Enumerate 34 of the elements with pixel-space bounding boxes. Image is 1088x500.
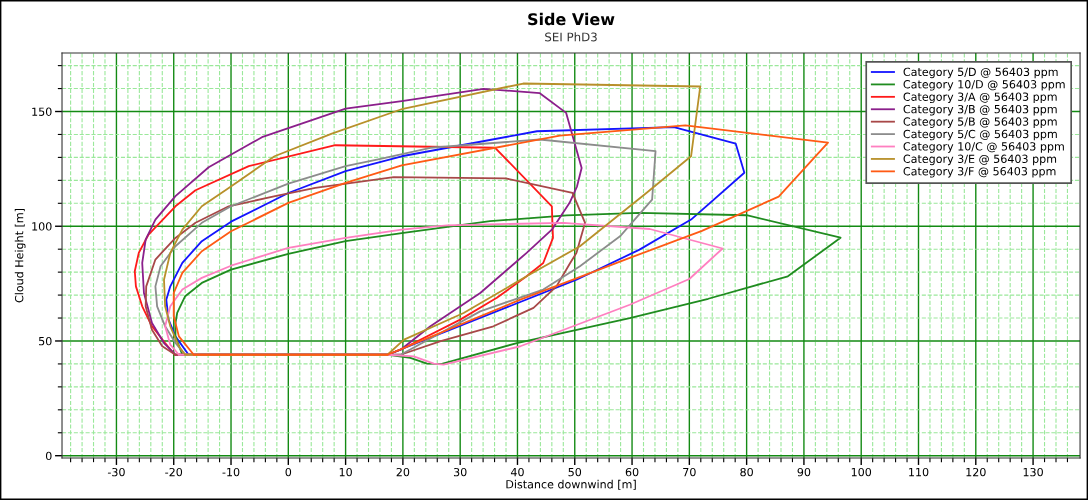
x-tick-label: -30 — [107, 467, 125, 477]
x-tick-label: 40 — [510, 467, 524, 477]
y-tick-label: 100 — [32, 222, 52, 231]
x-tick-label: 0 — [285, 467, 292, 477]
chart-subtitle: SEI PhD3 — [545, 32, 597, 42]
legend-label: Category 10/D @ 56403 ppm — [903, 80, 1065, 91]
x-tick-label: 100 — [851, 467, 872, 477]
x-tick-label: 130 — [1023, 467, 1043, 477]
y-axis-title: Cloud Height [m] — [14, 208, 26, 303]
x-tick-label: 80 — [740, 467, 753, 477]
x-axis-title: Distance downwind [m] — [506, 479, 636, 490]
legend-label: Category 3/E @ 56403 ppm — [903, 154, 1057, 166]
y-tick-label: 0 — [45, 451, 52, 461]
x-tick-label: 120 — [966, 467, 986, 477]
x-tick-label: 30 — [453, 467, 467, 477]
chart-title: Side View — [528, 12, 615, 26]
legend-label: Category 10/C @ 56403 ppm — [903, 142, 1064, 153]
legend-label: Category 3/A @ 56403 ppm — [903, 92, 1057, 104]
legend-label: Category 5/D @ 56403 ppm — [903, 67, 1058, 79]
x-tick-label: 110 — [909, 467, 929, 477]
x-tick-label: -10 — [222, 467, 240, 477]
x-tick-label: 70 — [683, 467, 696, 477]
legend-label: Category 3/F @ 56403 ppm — [903, 167, 1056, 178]
x-tick-label: 10 — [339, 467, 352, 477]
legend-label: Category 5/B @ 56403 ppm — [903, 117, 1057, 128]
legend-label: Category 5/C @ 56403 ppm — [903, 129, 1057, 141]
y-tick-label: 50 — [39, 336, 52, 346]
legend-label: Category 3/B @ 56403 ppm — [903, 104, 1057, 116]
x-tick-label: 50 — [568, 467, 582, 477]
x-tick-label: 20 — [396, 467, 410, 477]
x-tick-label: 90 — [797, 467, 811, 477]
x-tick-label: 60 — [625, 467, 639, 477]
x-tick-label: -20 — [165, 467, 183, 477]
y-tick-label: 150 — [32, 107, 52, 116]
